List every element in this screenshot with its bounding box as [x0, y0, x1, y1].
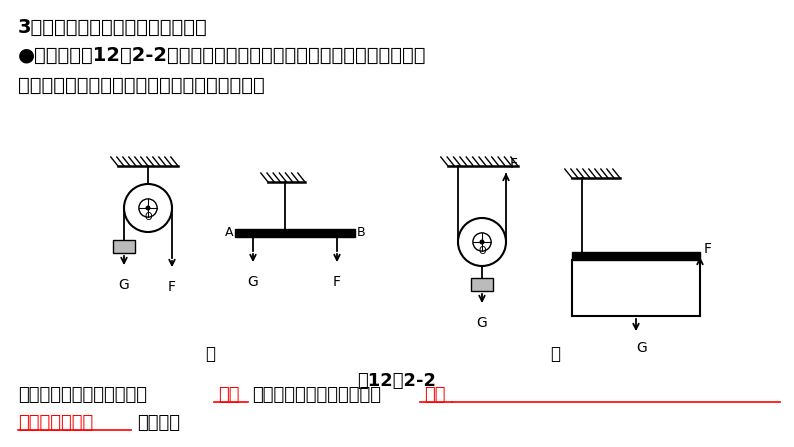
Circle shape: [480, 240, 484, 245]
Text: 出它们的支点，并思考动力臂和阻力臂的关系。: 出它们的支点，并思考动力臂和阻力臂的关系。: [18, 76, 264, 95]
Circle shape: [145, 206, 151, 211]
Bar: [113, 240, 135, 253]
Text: F: F: [704, 242, 712, 256]
Bar: [235, 229, 355, 237]
Bar: [572, 252, 700, 260]
Text: B: B: [357, 225, 365, 239]
Text: O: O: [145, 212, 152, 222]
Text: 总结：定滑轮的实质是一个: 总结：定滑轮的实质是一个: [18, 386, 147, 404]
Text: F: F: [333, 275, 341, 289]
Text: F: F: [510, 157, 518, 171]
Text: F: F: [168, 280, 176, 294]
Text: 乙: 乙: [550, 345, 560, 363]
Text: G: G: [476, 316, 488, 330]
Text: 图12．2-2: 图12．2-2: [357, 372, 437, 390]
Text: G: G: [637, 341, 647, 355]
Text: 臂是阻力臂两倍: 臂是阻力臂两倍: [18, 414, 93, 432]
Text: G: G: [248, 275, 258, 289]
Text: G: G: [118, 278, 129, 292]
Text: O: O: [478, 246, 486, 256]
Text: ●观察比较图12．2-2甲、乙两种情况，发现滑轮的实质是杠杆，请你找: ●观察比较图12．2-2甲、乙两种情况，发现滑轮的实质是杠杆，请你找: [18, 46, 426, 65]
Text: 3．讨论：定滑轮和动滑轮的实质。: 3．讨论：定滑轮和动滑轮的实质。: [18, 18, 208, 37]
Text: 等臂: 等臂: [218, 386, 240, 404]
Text: 的杠杆。: 的杠杆。: [137, 414, 180, 432]
Bar: [471, 278, 493, 291]
Text: A: A: [225, 225, 233, 239]
Text: 杠杆；动滑轮的实质是一个: 杠杆；动滑轮的实质是一个: [252, 386, 381, 404]
Text: 甲: 甲: [205, 345, 215, 363]
Text: 动力: 动力: [424, 386, 445, 404]
